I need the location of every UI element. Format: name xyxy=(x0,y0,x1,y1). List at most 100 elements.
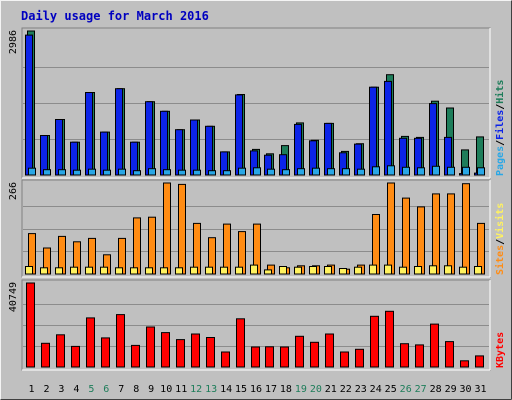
bar-sites-day-11 xyxy=(178,183,186,275)
x-tick-day-4: 4 xyxy=(73,384,79,395)
bar-visits-day-1 xyxy=(25,266,33,275)
bar-pages-day-20 xyxy=(312,167,320,176)
bar-visits-day-23 xyxy=(354,266,362,275)
bar-kbytes-day-6 xyxy=(101,337,110,368)
bar-files-day-7 xyxy=(115,88,123,176)
bar-pages-day-8 xyxy=(133,170,141,176)
bar-sites-day-8 xyxy=(133,217,141,275)
bar-visits-day-6 xyxy=(100,266,108,275)
x-tick-day-8: 8 xyxy=(133,384,139,395)
bar-sites-day-27 xyxy=(417,206,425,275)
bar-kbytes-day-14 xyxy=(221,351,230,368)
x-tick-day-11: 11 xyxy=(175,384,187,395)
bar-visits-day-14 xyxy=(220,266,228,275)
bar-files-day-12 xyxy=(190,119,198,176)
bar-files-day-6 xyxy=(100,131,108,176)
x-tick-day-25: 25 xyxy=(385,384,397,395)
legend-sites-visits: Sites/Visits xyxy=(494,203,506,275)
bar-files-day-8 xyxy=(130,141,138,176)
bar-visits-day-13 xyxy=(205,266,213,275)
bar-pages-day-15 xyxy=(238,167,246,176)
bar-files-day-2 xyxy=(40,135,48,176)
bar-visits-day-31 xyxy=(474,266,482,275)
bar-kbytes-day-19 xyxy=(295,335,304,368)
bar-files-day-5 xyxy=(85,92,93,176)
legend-pages: Pages xyxy=(495,146,506,176)
bar-pages-day-16 xyxy=(253,167,261,176)
bar-kbytes-day-21 xyxy=(325,333,334,368)
x-tick-day-17: 17 xyxy=(265,384,277,395)
x-tick-day-1: 1 xyxy=(28,384,34,395)
bar-pages-day-24 xyxy=(372,166,380,176)
bar-files-day-28 xyxy=(429,103,437,176)
bar-kbytes-day-13 xyxy=(206,337,215,368)
bar-visits-day-9 xyxy=(145,267,153,275)
bar-pages-day-14 xyxy=(223,170,231,176)
legend-kbytes: KBytes xyxy=(495,332,506,368)
bar-pages-day-2 xyxy=(43,169,51,176)
y-max-label: 2986 xyxy=(8,30,19,54)
x-tick-day-10: 10 xyxy=(160,384,172,395)
bar-pages-day-31 xyxy=(477,167,485,176)
legend-sites: Sites xyxy=(494,245,506,275)
bar-kbytes-day-30 xyxy=(460,360,469,368)
bar-pages-day-23 xyxy=(357,168,365,176)
legend-hits-files-pages: Pages/Files/Hits xyxy=(494,80,506,176)
y-max-label: 40749 xyxy=(8,282,19,312)
bar-pages-day-4 xyxy=(73,169,81,176)
bar-visits-day-15 xyxy=(235,266,243,275)
bar-visits-day-17 xyxy=(264,269,272,275)
x-axis-ticks: 1 2 3 4 5 6 7 8 9 10 11 12 13 14 15 16 17 18 19 20 21 22 23 24 2… xyxy=(28,384,486,395)
bar-kbytes-day-16 xyxy=(251,346,260,368)
bar-pages-day-3 xyxy=(58,169,66,176)
series-pages xyxy=(28,165,485,176)
bar-kbytes-day-15 xyxy=(236,318,245,368)
bar-kbytes-day-12 xyxy=(191,333,200,368)
series-files xyxy=(25,34,482,176)
bar-pages-day-7 xyxy=(118,168,126,176)
bar-kbytes-day-22 xyxy=(340,351,349,368)
x-tick-day-27: 27 xyxy=(415,384,427,395)
series-visits xyxy=(25,264,482,275)
bar-kbytes-day-17 xyxy=(265,346,274,368)
series-kbytes xyxy=(26,282,484,368)
bar-pages-day-10 xyxy=(163,169,171,176)
bar-visits-day-16 xyxy=(250,264,258,275)
x-tick-day-12: 12 xyxy=(190,384,202,395)
panel-sites-visits: 266 Sites/Visits xyxy=(8,179,506,278)
bar-pages-day-21 xyxy=(327,168,335,176)
bar-pages-day-18 xyxy=(282,169,290,176)
bar-visits-day-19 xyxy=(294,266,302,275)
bar-kbytes-day-9 xyxy=(146,326,155,368)
bar-kbytes-day-28 xyxy=(430,323,439,368)
bar-files-day-21 xyxy=(324,122,332,176)
bar-visits-day-20 xyxy=(309,266,317,275)
bar-pages-day-17 xyxy=(267,168,275,176)
bar-pages-day-1 xyxy=(28,167,36,176)
bar-kbytes-day-29 xyxy=(445,341,454,368)
bar-sites-day-10 xyxy=(163,182,171,275)
bar-sites-day-29 xyxy=(447,193,455,275)
legend-separator: / xyxy=(495,140,506,146)
x-tick-day-19: 19 xyxy=(295,384,307,395)
bar-files-day-24 xyxy=(369,86,377,176)
bar-pages-day-29 xyxy=(447,166,455,176)
bar-sites-day-28 xyxy=(432,193,440,275)
y-max-label: 266 xyxy=(8,182,19,200)
x-tick-day-21: 21 xyxy=(325,384,337,395)
legend-separator: / xyxy=(495,239,506,245)
bar-visits-day-28 xyxy=(429,265,437,275)
bar-kbytes-day-1 xyxy=(26,282,35,368)
x-tick-day-14: 14 xyxy=(220,384,232,395)
bar-files-day-11 xyxy=(175,129,183,176)
bar-pages-day-27 xyxy=(417,167,425,176)
bar-visits-day-11 xyxy=(175,267,183,275)
bar-kbytes-day-31 xyxy=(475,355,484,368)
bar-sites-day-14 xyxy=(223,223,231,275)
bar-visits-day-5 xyxy=(85,266,93,275)
x-tick-day-28: 28 xyxy=(430,384,442,395)
bar-visits-day-3 xyxy=(55,267,63,275)
bar-kbytes-day-10 xyxy=(161,332,170,368)
bar-sites-day-30 xyxy=(462,183,470,275)
panel-hits-files-pages: 2986 Pages/Files/Hits xyxy=(8,27,506,179)
